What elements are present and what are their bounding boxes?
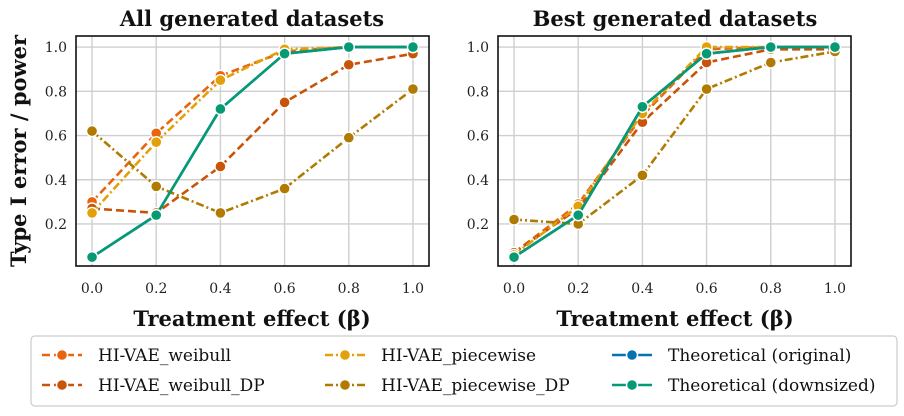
x-tick-label-left: 0.6 — [273, 281, 295, 297]
legend-items: HI-VAE_weibull HI-VAE_weibull_DP HI-VAE_pi… — [42, 346, 875, 396]
y-axis-label: Type I error / power — [6, 34, 31, 267]
data-point-hi-vae-piecewise-dp — [636, 169, 649, 182]
x-tick-label-left: 0.2 — [145, 281, 167, 297]
data-point-theoretical-downsized — [636, 100, 649, 113]
series-line-hi-vae-piecewise-dp — [513, 50, 836, 226]
y-tick-label-right: 0.6 — [467, 129, 489, 145]
series-line-theoretical-downsized — [91, 45, 413, 259]
data-point-theoretical-downsized — [572, 208, 585, 222]
y-tick-label-right: 0.8 — [467, 84, 489, 100]
chart-title-left: All generated datasets — [119, 6, 384, 31]
series-line-hi-vae-weibull — [513, 45, 835, 254]
plot-frame-left — [75, 35, 430, 267]
x-tick-label-right: 0.4 — [631, 281, 653, 297]
legend-marker-hi-vae-weibull-dp — [55, 378, 69, 392]
series-line-hi-vae-piecewise — [91, 45, 413, 214]
y-tick-label-left: 0.8 — [45, 84, 67, 100]
series-line-hi-vae-weibull-dp — [91, 52, 414, 215]
legend-label-theoretical-downsized: Theoretical (downsized) — [668, 376, 875, 396]
data-point-hi-vae-piecewise-dp — [507, 213, 521, 226]
data-point-theoretical-downsized — [406, 40, 420, 54]
panel-left: 0.0 0.2 0.4 0.6 0.8 1.0 0.2 0.4 0.6 0.8 1.0 All ge… — [6, 6, 430, 331]
data-point-hi-vae-piecewise — [150, 135, 163, 149]
data-point-hi-vae-piecewise — [85, 206, 99, 220]
plot-frame-right — [497, 35, 852, 267]
data-point-theoretical-downsized — [700, 47, 713, 60]
x-tick-label-left: 1.0 — [402, 281, 424, 297]
data-point-hi-vae-piecewise-dp — [406, 82, 420, 96]
data-point-theoretical-downsized — [278, 47, 291, 60]
y-tick-label-right: 0.4 — [467, 173, 489, 189]
data-point-hi-vae-piecewise-dp — [764, 56, 777, 69]
legend: HI-VAE_weibull HI-VAE_weibull_DP HI-VAE_pi… — [30, 335, 898, 407]
series-line-theoretical-downsized — [513, 45, 835, 259]
data-point-hi-vae-piecewise-dp — [214, 206, 227, 220]
x-axis-label-left: Treatment effect (β) — [133, 306, 370, 331]
data-point-hi-vae-piecewise-dp — [700, 82, 713, 96]
panel-right: 0.0 0.2 0.4 0.6 0.8 1.0 0.2 0.4 0.6 0.8 1.0 Best g… — [467, 6, 852, 331]
data-point-hi-vae-weibull-dp — [214, 160, 227, 173]
series-line-hi-vae-piecewise-dp — [91, 88, 414, 215]
ticks-right: 0.0 0.2 0.4 0.6 0.8 1.0 0.2 0.4 0.6 0.8 1.0 — [467, 40, 846, 297]
data-point-hi-vae-weibull-dp — [278, 96, 291, 109]
chart-title-right: Best generated datasets — [533, 6, 818, 31]
data-point-theoretical-downsized — [764, 40, 777, 54]
data-point-hi-vae-weibull-dp — [342, 58, 355, 71]
y-tick-label-left: 0.4 — [45, 173, 67, 189]
x-tick-label-right: 0.8 — [760, 281, 782, 297]
data-point-hi-vae-piecewise-dp — [342, 131, 355, 144]
legend-label-theoretical-original: Theoretical (original) — [668, 346, 851, 366]
ticks-left: 0.0 0.2 0.4 0.6 0.8 1.0 0.2 0.4 0.6 0.8 1.0 — [45, 40, 424, 297]
data-point-theoretical-downsized — [828, 40, 842, 54]
series-left — [85, 40, 420, 264]
data-point-theoretical-downsized — [342, 40, 355, 54]
data-point-theoretical-downsized — [214, 102, 227, 116]
data-point-hi-vae-piecewise-dp — [150, 180, 163, 193]
legend-marker-hi-vae-weibull — [55, 348, 69, 362]
x-tick-label-right: 0.0 — [503, 281, 525, 297]
legend-label-hi-vae-piecewise-dp: HI-VAE_piecewise_DP — [381, 376, 570, 396]
data-point-theoretical-downsized — [150, 208, 163, 222]
x-axis-label-right: Treatment effect (β) — [556, 306, 793, 331]
data-point-hi-vae-piecewise-dp — [278, 182, 291, 195]
x-tick-label-left: 0.4 — [209, 281, 231, 297]
data-point-theoretical-downsized — [85, 250, 99, 264]
x-tick-label-left: 0.8 — [338, 281, 360, 297]
legend-marker-theoretical-downsized — [625, 378, 639, 392]
series-right — [507, 40, 842, 264]
data-point-hi-vae-piecewise — [214, 74, 227, 87]
y-tick-label-left: 1.0 — [45, 40, 67, 56]
y-tick-label-right: 1.0 — [467, 40, 489, 56]
legend-label-hi-vae-piecewise: HI-VAE_piecewise — [381, 346, 536, 366]
legend-label-hi-vae-weibull-dp: HI-VAE_weibull_DP — [98, 376, 265, 396]
legend-marker-hi-vae-piecewise — [338, 348, 352, 362]
series-line-hi-vae-weibull — [91, 45, 413, 203]
series-line-hi-vae-piecewise — [513, 45, 835, 256]
legend-marker-hi-vae-piecewise-dp — [338, 378, 352, 392]
x-tick-label-right: 0.2 — [567, 281, 589, 297]
data-point-hi-vae-piecewise-dp — [85, 124, 99, 138]
y-tick-label-left: 0.6 — [45, 129, 67, 145]
x-tick-label-right: 0.6 — [695, 281, 717, 297]
legend-box — [30, 335, 898, 407]
y-tick-label-left: 0.2 — [45, 217, 67, 233]
x-tick-label-right: 1.0 — [824, 281, 846, 297]
y-tick-label-right: 0.2 — [467, 217, 489, 233]
data-point-theoretical-downsized — [507, 250, 521, 264]
x-tick-label-left: 0.0 — [81, 281, 103, 297]
legend-marker-theoretical-original — [625, 348, 639, 362]
legend-label-hi-vae-weibull: HI-VAE_weibull — [98, 346, 231, 366]
